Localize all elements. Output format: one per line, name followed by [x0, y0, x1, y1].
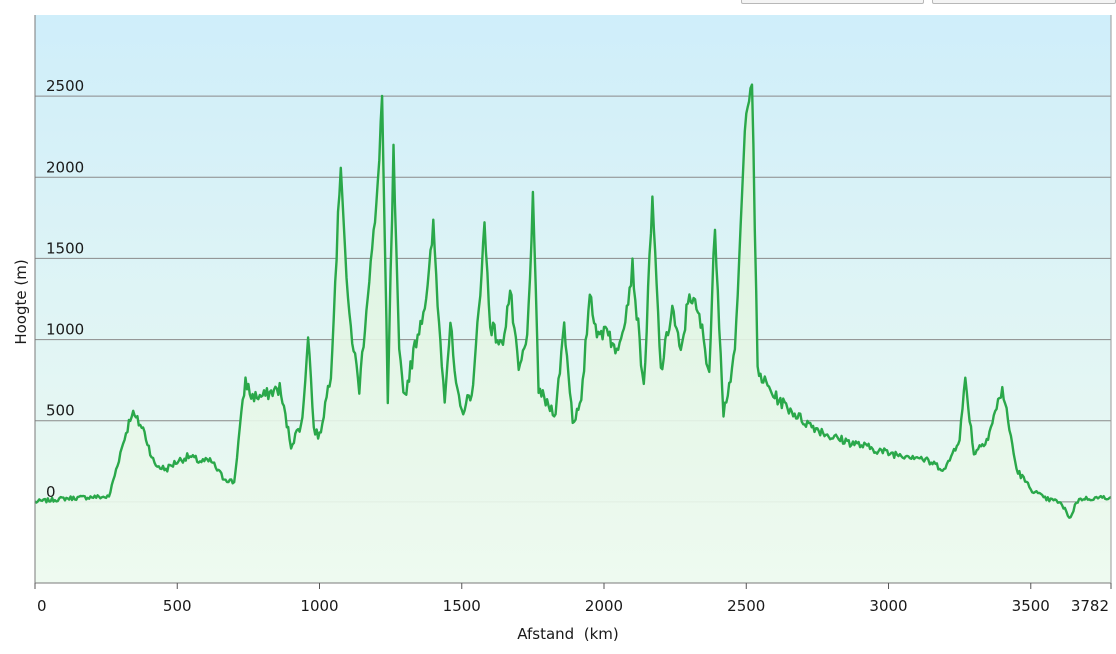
x-tick-label: 3500 — [1012, 597, 1050, 615]
y-tick-label: 500 — [46, 402, 75, 420]
y-tick-label: 0 — [46, 483, 56, 501]
x-tick-label: 3000 — [869, 597, 907, 615]
y-tick-label: 2000 — [46, 158, 84, 176]
y-tick-labels: 0 500 1000 1500 2000 2500 — [46, 77, 84, 501]
x-tick-label: 0 — [37, 597, 47, 615]
x-tick-labels: 0 500 1000 1500 2000 2500 3000 3500 3782 — [34, 583, 1112, 615]
x-tick-label: 1500 — [443, 597, 481, 615]
x-tick-label: 2500 — [727, 597, 765, 615]
toolbar-button-1[interactable] — [741, 0, 924, 4]
x-tick-label: 1000 — [300, 597, 338, 615]
x-axis-label: Afstand (km) — [517, 625, 618, 643]
y-tick-label: 1000 — [46, 321, 84, 339]
y-axis-label: Hoogte (m) — [12, 259, 30, 344]
y-tick-label: 2500 — [46, 77, 84, 95]
x-tick-label: 500 — [163, 597, 192, 615]
y-tick-label: 1500 — [46, 239, 84, 257]
x-tick-label: 2000 — [585, 597, 623, 615]
elevation-line — [34, 83, 1112, 519]
elevation-area-fill — [35, 84, 1111, 583]
x-tick-label: 3782 — [1071, 597, 1109, 615]
